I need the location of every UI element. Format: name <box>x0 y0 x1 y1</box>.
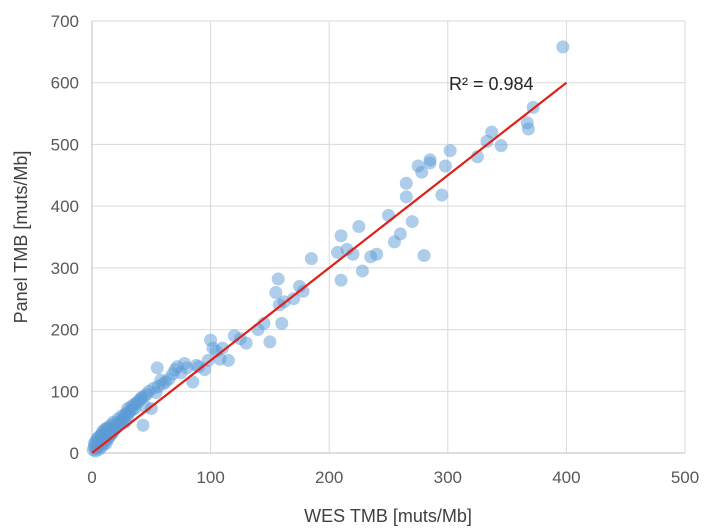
data-point <box>394 227 407 240</box>
x-tick-label: 400 <box>552 468 580 487</box>
data-point <box>335 274 348 287</box>
axes <box>92 21 685 453</box>
x-tick-label: 500 <box>671 468 699 487</box>
y-tick-label: 200 <box>51 321 79 340</box>
data-point <box>240 337 253 350</box>
data-point <box>370 248 383 261</box>
data-point <box>263 335 276 348</box>
data-point <box>439 160 452 173</box>
x-tick-label: 100 <box>196 468 224 487</box>
data-point <box>400 190 413 203</box>
gridlines <box>92 21 685 453</box>
data-point <box>522 123 535 136</box>
data-point <box>335 229 348 242</box>
data-point <box>556 40 569 53</box>
data-point <box>275 317 288 330</box>
r-squared-annotation: R² = 0.984 <box>449 74 534 94</box>
x-tick-label: 0 <box>87 468 96 487</box>
x-tick-label: 300 <box>434 468 462 487</box>
data-point <box>382 209 395 222</box>
data-point <box>352 220 365 233</box>
y-tick-label: 400 <box>51 197 79 216</box>
data-point <box>136 419 149 432</box>
data-point <box>356 264 369 277</box>
data-point <box>406 215 419 228</box>
data-point <box>272 272 285 285</box>
data-point <box>418 249 431 262</box>
y-tick-label: 300 <box>51 259 79 278</box>
data-point <box>400 177 413 190</box>
y-axis-title: Panel TMB [muts/Mb] <box>11 151 31 324</box>
y-tick-label: 500 <box>51 135 79 154</box>
data-point <box>222 354 235 367</box>
y-tick-label: 100 <box>51 382 79 401</box>
data-point <box>444 144 457 157</box>
data-point <box>435 189 448 202</box>
y-tick-label: 700 <box>51 12 79 31</box>
data-point <box>424 153 437 166</box>
y-tick-labels: 0 100 200 300 400 500 600 700 <box>51 12 79 463</box>
data-point <box>495 139 508 152</box>
x-tick-label: 200 <box>315 468 343 487</box>
x-axis-title: WES TMB [muts/Mb] <box>304 506 472 526</box>
data-point <box>151 361 164 374</box>
data-point <box>305 252 318 265</box>
y-tick-label: 0 <box>70 444 79 463</box>
y-tick-label: 600 <box>51 74 79 93</box>
data-points <box>87 40 570 457</box>
x-tick-labels: 0 100 200 300 400 500 <box>87 468 699 487</box>
